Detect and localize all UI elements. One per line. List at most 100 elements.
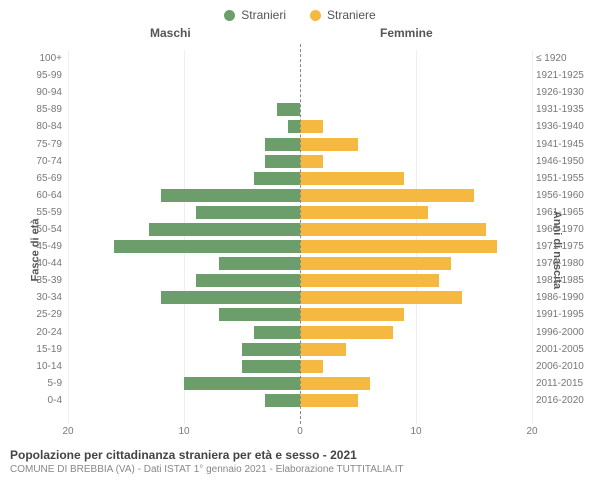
male-bar [254, 326, 300, 339]
x-tick: 20 [62, 426, 73, 437]
birth-year-label: 2001-2005 [536, 344, 594, 355]
male-bar [265, 155, 300, 168]
female-half [300, 341, 532, 358]
male-bar [254, 172, 300, 185]
age-label: 35-39 [12, 275, 62, 286]
x-axis: 201001020 [68, 424, 532, 442]
birth-year-label: 1946-1950 [536, 156, 594, 167]
chart-area: 100+≤ 192095-991921-192590-941926-193085… [68, 44, 532, 424]
male-half [68, 306, 300, 323]
age-label: 10-14 [12, 361, 62, 372]
male-half [68, 118, 300, 135]
birth-year-label: 2011-2015 [536, 378, 594, 389]
birth-year-label: 1936-1940 [536, 121, 594, 132]
birth-year-label: ≤ 1920 [536, 53, 594, 64]
female-bar [300, 394, 358, 407]
age-label: 100+ [12, 53, 62, 64]
male-half [68, 153, 300, 170]
female-half [300, 67, 532, 84]
male-bar [149, 223, 300, 236]
x-tick: 10 [410, 426, 421, 437]
header-male: Maschi [150, 26, 191, 40]
female-bar [300, 360, 323, 373]
birth-year-label: 1996-2000 [536, 327, 594, 338]
age-label: 70-74 [12, 156, 62, 167]
age-label: 40-44 [12, 258, 62, 269]
age-label: 30-34 [12, 292, 62, 303]
male-bar [161, 189, 300, 202]
male-half [68, 67, 300, 84]
gridline [532, 50, 533, 424]
age-label: 5-9 [12, 378, 62, 389]
swatch-male [224, 10, 235, 21]
female-half [300, 238, 532, 255]
birth-year-label: 1941-1945 [536, 139, 594, 150]
female-half [300, 50, 532, 67]
birth-year-label: 2016-2020 [536, 395, 594, 406]
legend: Stranieri Straniere [0, 0, 600, 26]
male-half [68, 324, 300, 341]
female-half [300, 255, 532, 272]
female-bar [300, 326, 393, 339]
age-label: 0-4 [12, 395, 62, 406]
birth-year-label: 1976-1980 [536, 258, 594, 269]
birth-year-label: 2006-2010 [536, 361, 594, 372]
male-bar [242, 343, 300, 356]
male-half [68, 84, 300, 101]
female-half [300, 135, 532, 152]
male-bar [114, 240, 300, 253]
male-bar [219, 308, 300, 321]
birth-year-label: 1956-1960 [536, 190, 594, 201]
male-bar [277, 103, 300, 116]
age-label: 25-29 [12, 309, 62, 320]
male-half [68, 358, 300, 375]
male-half [68, 170, 300, 187]
birth-year-label: 1981-1985 [536, 275, 594, 286]
age-label: 45-49 [12, 241, 62, 252]
male-half [68, 392, 300, 409]
female-half [300, 392, 532, 409]
male-bar [196, 274, 300, 287]
age-label: 90-94 [12, 87, 62, 98]
female-bar [300, 274, 439, 287]
male-half [68, 101, 300, 118]
male-half [68, 135, 300, 152]
female-half [300, 84, 532, 101]
female-bar [300, 120, 323, 133]
male-half [68, 238, 300, 255]
female-half [300, 118, 532, 135]
female-bar [300, 138, 358, 151]
age-label: 85-89 [12, 104, 62, 115]
age-label: 75-79 [12, 139, 62, 150]
female-bar [300, 189, 474, 202]
male-bar [196, 206, 300, 219]
female-half [300, 187, 532, 204]
male-half [68, 204, 300, 221]
female-bar [300, 172, 404, 185]
female-half [300, 101, 532, 118]
footer-subtitle: COMUNE DI BREBBIA (VA) - Dati ISTAT 1° g… [10, 464, 590, 475]
female-bar [300, 343, 346, 356]
male-bar [219, 257, 300, 270]
legend-item-female: Straniere [310, 8, 376, 22]
female-bar [300, 223, 486, 236]
age-label: 50-54 [12, 224, 62, 235]
male-bar [161, 291, 300, 304]
header-female: Femmine [380, 26, 433, 40]
male-half [68, 341, 300, 358]
male-half [68, 289, 300, 306]
birth-year-label: 1931-1935 [536, 104, 594, 115]
female-half [300, 204, 532, 221]
age-label: 60-64 [12, 190, 62, 201]
footer: Popolazione per cittadinanza straniera p… [10, 448, 590, 475]
female-bar [300, 240, 497, 253]
legend-label-male: Stranieri [241, 8, 286, 22]
female-half [300, 289, 532, 306]
male-bar [184, 377, 300, 390]
female-bar [300, 377, 370, 390]
x-tick: 0 [297, 426, 303, 437]
x-tick: 10 [178, 426, 189, 437]
x-tick: 20 [526, 426, 537, 437]
female-bar [300, 155, 323, 168]
birth-year-label: 1921-1925 [536, 70, 594, 81]
